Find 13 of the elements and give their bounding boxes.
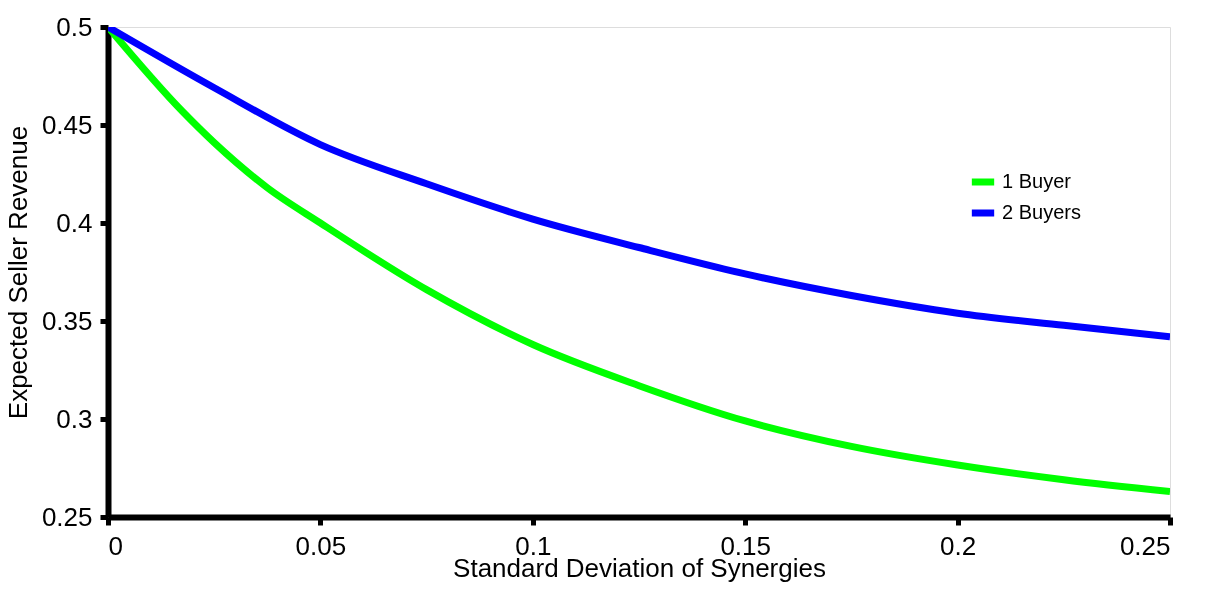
y-axis-title: Expected Seller Revenue [2,125,33,420]
x-tick-label: 0 [108,530,123,561]
y-tick-label: 0.25 [41,501,93,532]
x-tick-label: 0.25 [1119,530,1171,561]
y-tick-label: 0.45 [41,109,93,140]
y-tick-label: 0.4 [56,207,93,238]
legend-label: 2 Buyers [1002,201,1081,223]
legend-label: 1 Buyer [1002,170,1072,192]
y-tick-label: 0.3 [56,403,93,434]
y-tick-label: 0.35 [41,305,93,336]
x-tick-label: 0.2 [940,530,977,561]
x-tick-label: 0.05 [295,530,347,561]
y-tick-label: 0.5 [56,11,93,42]
